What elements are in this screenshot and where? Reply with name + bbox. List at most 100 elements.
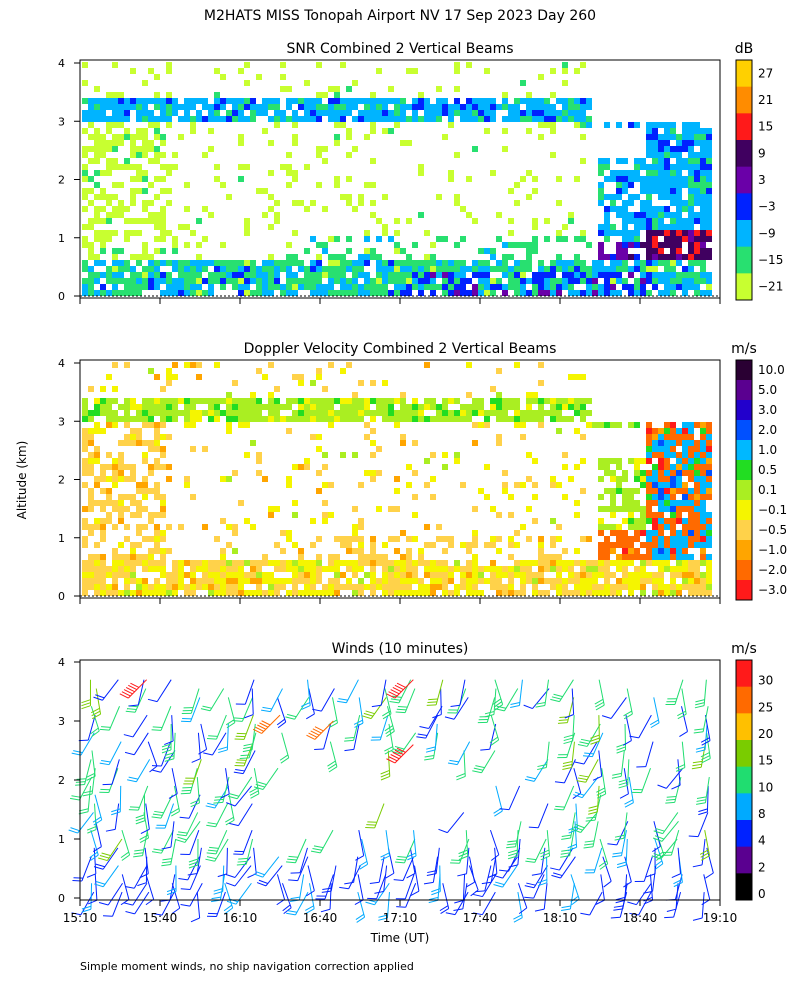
wind-barb (391, 732, 417, 755)
wind-barb (395, 874, 415, 900)
wind-barb (457, 847, 470, 877)
wind-barb (419, 705, 443, 730)
wind-barb (151, 706, 172, 731)
colorbar-swatch (736, 220, 752, 248)
colorbar-swatch (736, 660, 752, 688)
y-tick-label: 3 (58, 715, 65, 728)
wind-barb (249, 768, 260, 799)
wind-barb (171, 883, 181, 915)
colorbar-label: 15 (758, 754, 773, 768)
wind-barb (261, 688, 283, 713)
wind-barb (661, 830, 680, 856)
wind-barb (386, 679, 414, 699)
wind-barb (94, 865, 119, 888)
wind-barb (535, 679, 550, 708)
wind-barb (102, 759, 120, 786)
wind-barb (213, 776, 230, 804)
wind-barb (594, 679, 605, 711)
wind-barb (89, 830, 99, 861)
colorbar-label: −0.5 (758, 523, 787, 537)
wind-barb (652, 820, 679, 842)
wind-barb (698, 785, 709, 816)
wind-barb (328, 697, 338, 729)
wind-barb (493, 785, 503, 817)
wind-barb (480, 723, 497, 751)
wind-barb (622, 714, 632, 746)
wind-barb (675, 741, 686, 772)
wind-barb (393, 856, 415, 881)
wind-barb (438, 812, 465, 834)
wind-barb (179, 794, 201, 819)
wind-barb (688, 812, 709, 838)
y-tick-label: 0 (58, 290, 65, 303)
wind-barb (573, 776, 599, 799)
wind-barb (151, 794, 173, 819)
y-tick-label: 1 (58, 232, 65, 245)
wind-barb (103, 891, 123, 917)
wind-barb (236, 838, 254, 866)
wind-barb (361, 697, 387, 720)
wind-barb (531, 847, 546, 876)
wind-barb (577, 723, 601, 747)
wind-barb (692, 892, 705, 921)
wind-barb (327, 741, 338, 773)
wind-barb (151, 741, 172, 767)
wind-barb (499, 847, 521, 872)
wind-barb (384, 723, 394, 755)
colorbar-swatch (736, 500, 752, 521)
snr-panel: SNR Combined 2 Vertical Beams 0 1 2 3 4 dB 2… (58, 41, 783, 304)
wind-barb (611, 750, 625, 779)
wind-barb (423, 856, 439, 885)
wind-barb (225, 794, 235, 826)
doppler-y-axis: 0 1 2 3 4 (58, 357, 80, 603)
wind-barb (607, 821, 629, 846)
wind-barb (312, 688, 335, 712)
colorbar-label: 15 (758, 120, 773, 134)
wind-barb (244, 688, 254, 719)
wind-barb (98, 882, 123, 906)
wind-barb (161, 723, 172, 754)
colorbar-label: 3.0 (758, 403, 777, 417)
wind-barb (99, 768, 119, 794)
wind-barb (653, 812, 679, 835)
wind-barb (253, 767, 279, 791)
colorbar-swatch (736, 360, 752, 381)
colorbar-label: 27 (758, 66, 773, 80)
wind-barb (256, 865, 283, 887)
colorbar-swatch (736, 846, 752, 874)
wind-barb (590, 715, 600, 745)
wind-barb (386, 744, 414, 764)
wind-barb (627, 882, 652, 906)
colorbar-swatch (736, 460, 752, 481)
wind-barb (576, 759, 599, 783)
wind-barb (123, 714, 148, 738)
wind-barb (99, 706, 120, 731)
colorbar-swatch (736, 540, 752, 561)
wind-barb (595, 874, 605, 905)
colorbar-label: −3.0 (758, 583, 787, 597)
wind-barb (456, 750, 466, 781)
wind-barb (314, 723, 332, 750)
colorbar-swatch (736, 520, 752, 541)
wind-barb (191, 732, 201, 763)
wind-barb (206, 714, 227, 740)
colorbar-label: 5.0 (758, 383, 777, 397)
colorbar-label: 2.0 (758, 423, 777, 437)
wind-barb (225, 697, 236, 729)
wind-barb (232, 697, 254, 722)
colorbar-label: 21 (758, 93, 773, 107)
wind-barb (371, 679, 387, 708)
wind-barb (111, 785, 122, 816)
colorbar-swatch (736, 273, 752, 301)
y-tick-label: 2 (58, 774, 65, 787)
wind-barb (353, 697, 364, 728)
colorbar-label: 0 (758, 887, 766, 901)
wind-barb (252, 714, 281, 734)
wind-barb (695, 723, 708, 753)
wind-barb (234, 714, 254, 740)
wind-barb (524, 874, 545, 899)
doppler-x-ticks (79, 598, 721, 604)
colorbar-label: −15 (758, 253, 783, 267)
wind-barb (187, 847, 202, 876)
